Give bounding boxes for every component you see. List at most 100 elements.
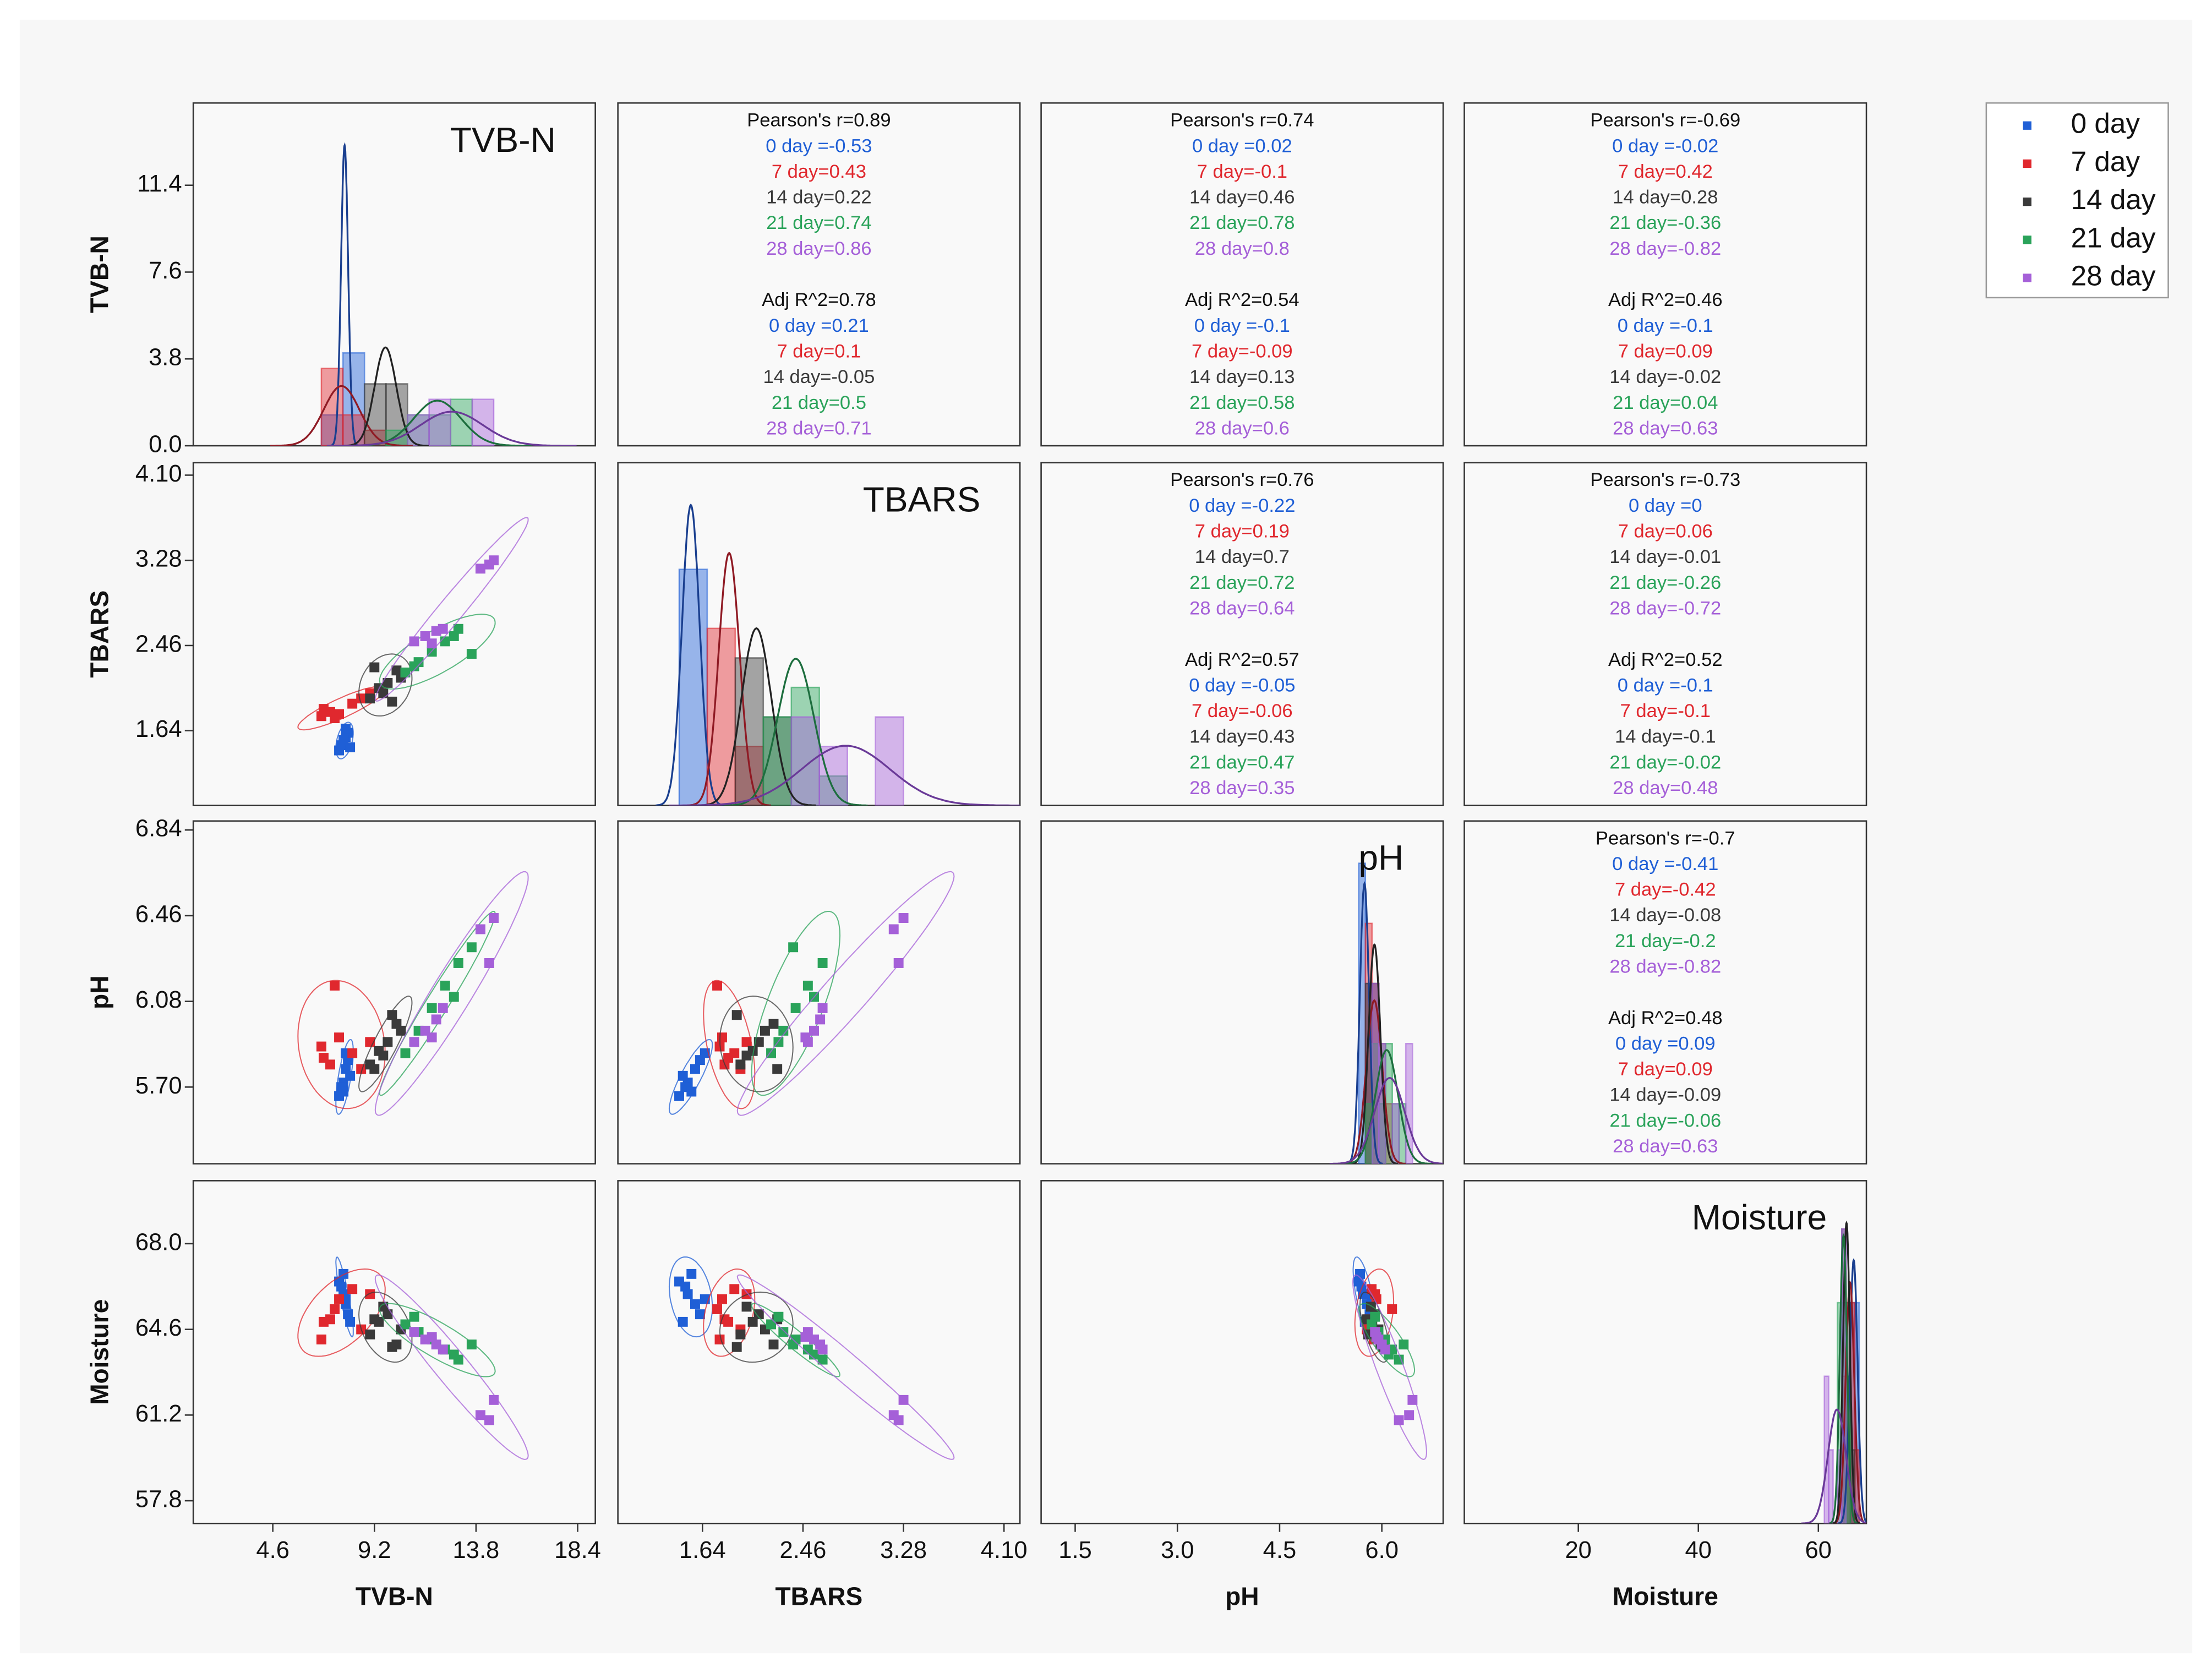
stat-line: 28 day=0.71 [766,418,871,439]
cell [192,462,596,806]
point [731,1342,742,1352]
histogram-cell [1801,1220,1867,1524]
legend-label: 21 day [2071,222,2156,253]
confidence-ellipse [358,996,413,1092]
point [438,1344,448,1355]
point [330,713,340,724]
point [753,1037,764,1047]
density-curve [342,346,429,446]
histogram-bar [1391,1103,1400,1164]
point [1394,1415,1404,1425]
point [802,980,813,991]
point [347,1048,358,1058]
point [893,958,904,968]
stat-line: 0 day =-0.02 [1612,135,1718,156]
stat-line: 7 day=0.42 [1618,161,1713,182]
y-tick-label: 11.4 [137,171,182,197]
stat-line: Pearson's r=0.89 [747,110,891,131]
cell [1463,820,1867,1164]
stat-line: 21 day=-0.2 [1615,931,1716,952]
x-tick-label: 60 [1805,1537,1832,1563]
density-curve [696,627,817,806]
point [365,693,375,704]
stat-line: 7 day=0.43 [772,161,866,182]
point [717,1294,727,1304]
point [773,1311,784,1322]
stat-line: 21 day=-0.02 [1609,752,1721,773]
y-tick-label: 0.0 [149,431,182,458]
point [690,1064,700,1074]
stat-line: 7 day=0.09 [1618,1059,1713,1080]
stat-line: 28 day=0.86 [766,238,871,259]
x-tick-label: 18.4 [554,1537,601,1563]
cell [617,102,1021,447]
point [396,1025,406,1036]
confidence-ellipse [668,1256,713,1338]
x-axis-title: TVB-N [356,1582,433,1610]
point [484,958,494,968]
cell [192,1180,596,1524]
stat-line: 14 day=0.28 [1613,187,1718,208]
point [729,1284,740,1294]
point [318,1053,329,1063]
stat-line: 21 day=0.72 [1189,572,1295,593]
point [817,1354,828,1365]
confidence-ellipse [1358,1303,1416,1377]
confidence-ellipse [668,1039,713,1115]
cell [1040,462,1444,806]
stat-line: 0 day =0.02 [1192,135,1292,156]
stat-line: 14 day=0.43 [1189,726,1295,747]
density-curve [326,411,577,446]
y-tick-label: 57.8 [135,1486,182,1513]
scatter-cell [668,1256,955,1460]
y-tick-label: 61.2 [135,1401,182,1427]
point [365,1289,375,1299]
stat-line: 14 day=0.13 [1189,367,1295,387]
point [686,1086,697,1097]
stat-line: 28 day=0.63 [1613,418,1718,439]
confidence-ellipse [358,1291,413,1363]
stat-line: 7 day=0.1 [777,341,861,362]
point [690,1299,700,1309]
confidence-ellipse [379,911,496,1096]
point [817,1344,828,1355]
confidence-ellipse [703,980,756,1109]
stat-line: 7 day=0.06 [1618,521,1713,542]
confidence-ellipse [358,653,413,717]
scatter-cell [1352,1256,1427,1460]
point [678,1316,688,1327]
stat-line: 14 day=-0.05 [763,367,875,387]
stat-line: Pearson's r=0.76 [1170,469,1314,490]
legend-marker [2023,121,2031,130]
legend-label: 0 day [2071,108,2140,139]
stat-line: 0 day =-0.22 [1189,495,1295,516]
histogram-bar [428,398,452,446]
stat-line: Adj R^2=0.52 [1608,649,1723,670]
point [741,1302,752,1312]
stat-line: 7 day=0.19 [1195,521,1290,542]
stat-line: 0 day =-0.41 [1612,854,1718,874]
legend-label: 7 day [2071,146,2140,177]
y-axis-title: TBARS [85,591,114,678]
stat-line: 0 day =-0.1 [1618,315,1713,336]
point [817,1003,828,1013]
point [1367,1319,1377,1330]
stat-line: 21 day=0.47 [1189,752,1295,773]
histogram-bar [1828,1449,1834,1524]
confidence-ellipse [703,1268,756,1357]
stat-line: 0 day =0.21 [769,315,869,336]
point [449,631,459,641]
point [440,636,450,647]
point [409,1037,419,1047]
diagonal-title: TVB-N [450,120,556,160]
x-tick-label: 40 [1685,1537,1712,1563]
confidence-ellipse [736,1274,955,1460]
point [400,1319,411,1330]
x-tick-label: 13.8 [453,1537,500,1563]
point [489,913,499,923]
point [409,1311,419,1322]
x-tick-label: 4.5 [1263,1537,1297,1563]
density-curve [1341,1049,1433,1164]
y-tick-label: 5.70 [135,1073,182,1099]
point [766,1048,777,1058]
